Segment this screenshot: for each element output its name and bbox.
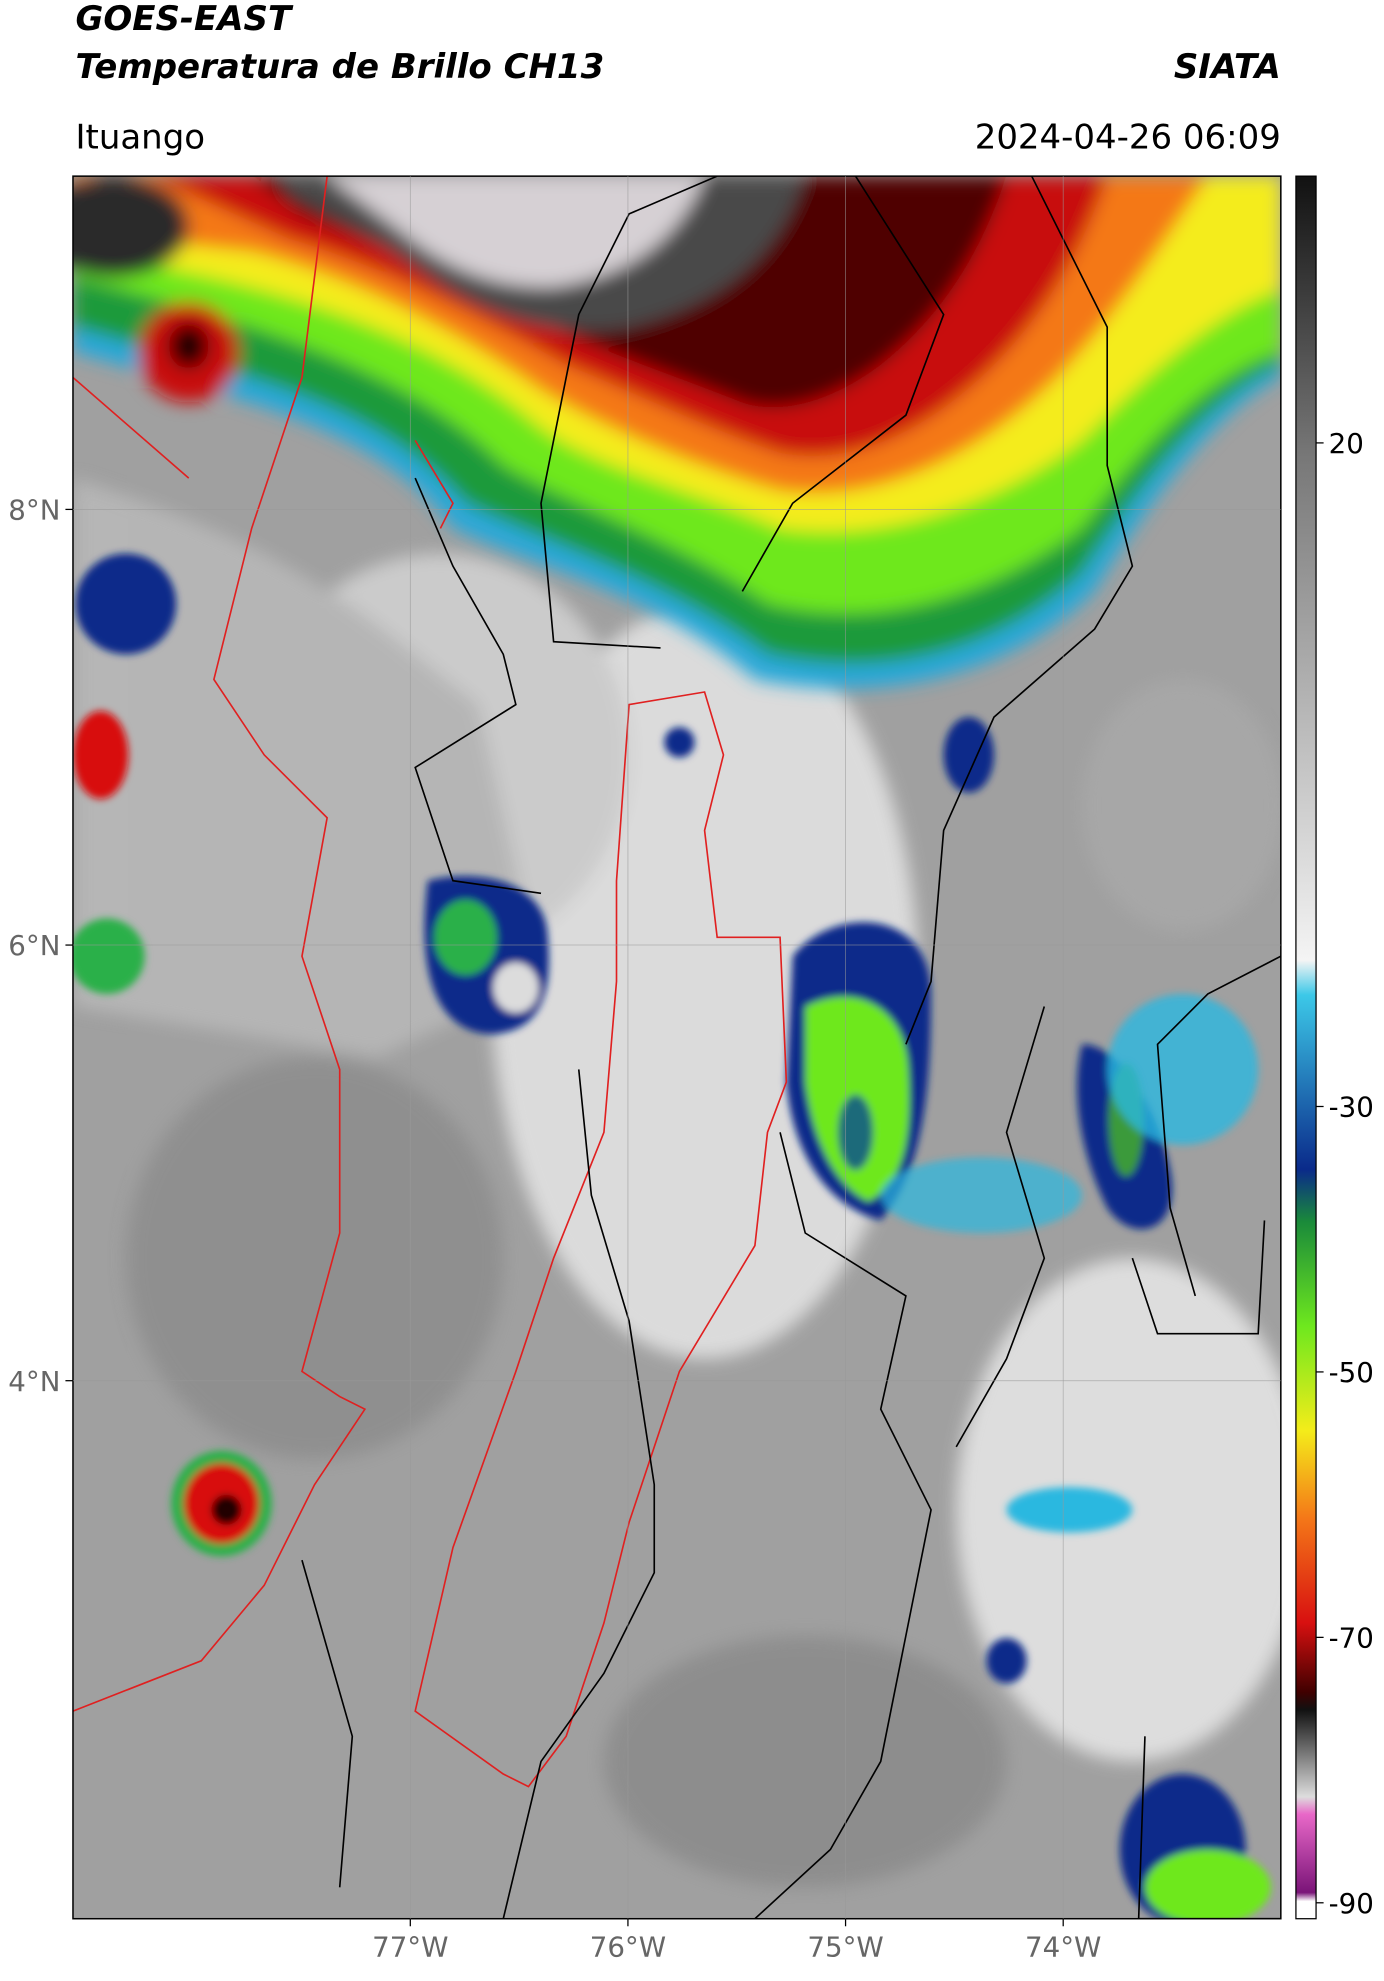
colorbar-tick-label: 20: [1329, 427, 1364, 460]
x-tick-label: 77°W: [372, 1930, 448, 1963]
map-frame: [72, 175, 1282, 1920]
y-tick-label: 6°N: [8, 929, 60, 962]
x-tick-label: 76°W: [590, 1930, 666, 1963]
colorbar-tick-label: -30: [1329, 1091, 1374, 1124]
colorbar-tick-label: -70: [1329, 1621, 1374, 1654]
colorbar-tick-label: -50: [1329, 1356, 1374, 1389]
satellite: GOES-EAST: [75, 0, 293, 39]
product: Temperatura de Brillo CH13: [75, 47, 604, 87]
source: SIATA: [1174, 47, 1281, 87]
datetime: 2024-04-26 06:09: [975, 117, 1281, 157]
colorbar-tick-label: -90: [1329, 1887, 1374, 1920]
x-tick-label: 75°W: [807, 1930, 883, 1963]
x-tick-label: 74°W: [1025, 1930, 1101, 1963]
y-tick-label: 4°N: [8, 1365, 60, 1398]
location: Ituango: [75, 117, 205, 157]
colorbar: [1295, 175, 1317, 1920]
imagery: [72, 176, 1281, 1919]
y-tick-label: 8°N: [8, 493, 60, 526]
